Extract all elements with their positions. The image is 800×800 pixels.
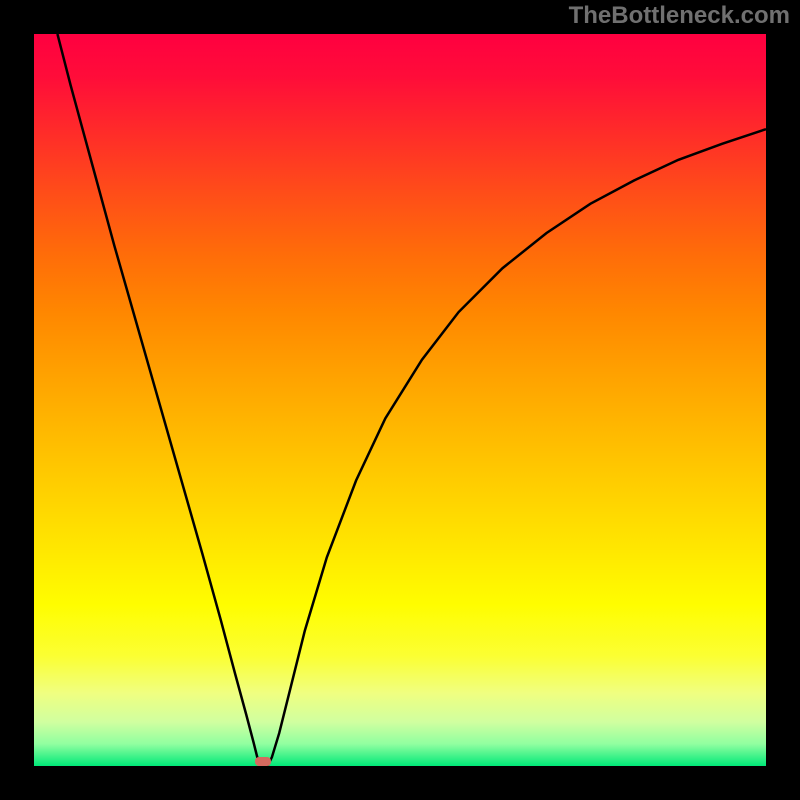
optimal-point-marker — [255, 757, 271, 766]
chart-container: TheBottleneck.com — [0, 0, 800, 800]
watermark-text: TheBottleneck.com — [569, 2, 790, 30]
plot-area — [34, 34, 766, 766]
curve-layer — [34, 34, 766, 766]
bottleneck-curve — [57, 34, 766, 766]
